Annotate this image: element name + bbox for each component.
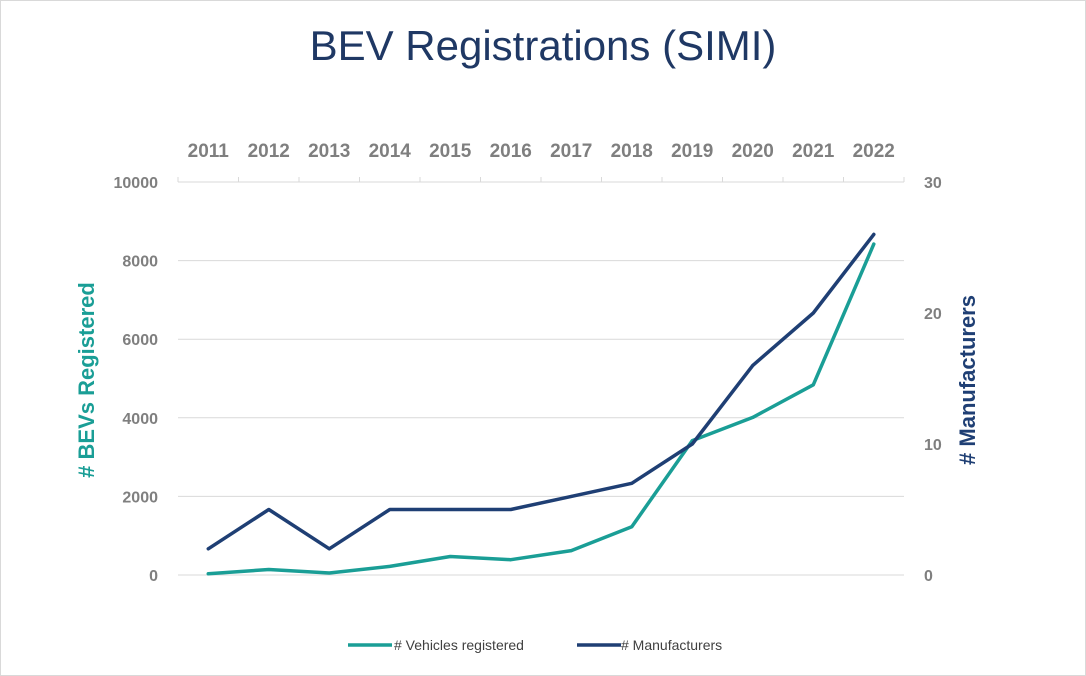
data-point bbox=[569, 549, 573, 553]
y-right-tick-label: 0 bbox=[924, 568, 933, 585]
y-right-tick-label: 30 bbox=[924, 175, 942, 192]
y-left-tick-label: 0 bbox=[149, 568, 158, 585]
x-tick-label: 2012 bbox=[248, 141, 290, 162]
x-tick-label: 2017 bbox=[550, 141, 592, 162]
x-tick-label: 2022 bbox=[853, 141, 895, 162]
y-left-tick-label: 6000 bbox=[122, 332, 158, 349]
data-point bbox=[630, 481, 634, 485]
data-point bbox=[388, 564, 392, 568]
data-point bbox=[630, 525, 634, 529]
y-left-axis-label: # BEVs Registered bbox=[74, 282, 99, 478]
data-point bbox=[267, 567, 271, 571]
y-left-tick-label: 10000 bbox=[114, 175, 159, 192]
y-right-tick-label: 10 bbox=[924, 437, 942, 454]
data-point bbox=[448, 555, 452, 559]
x-tick-label: 2014 bbox=[369, 141, 412, 162]
x-tick-label: 2013 bbox=[308, 141, 350, 162]
y-right-tick-label: 20 bbox=[924, 306, 942, 323]
manufacturers-series-line bbox=[206, 232, 876, 551]
data-point bbox=[690, 442, 694, 446]
data-point bbox=[267, 508, 271, 511]
x-tick-label: 2016 bbox=[490, 141, 532, 162]
data-point bbox=[448, 508, 452, 511]
data-point bbox=[811, 383, 815, 387]
y-left-tick-label: 8000 bbox=[122, 254, 158, 271]
x-tick-label: 2011 bbox=[188, 141, 230, 162]
x-tick-label: 2020 bbox=[732, 141, 774, 162]
data-point bbox=[327, 547, 331, 551]
data-point bbox=[569, 494, 573, 498]
legend-label: # Manufacturers bbox=[621, 637, 722, 653]
x-tick-label: 2018 bbox=[611, 141, 653, 162]
data-point bbox=[327, 571, 331, 575]
data-point bbox=[206, 572, 210, 576]
data-point bbox=[509, 558, 513, 562]
data-point bbox=[388, 508, 392, 511]
data-point bbox=[206, 547, 210, 551]
x-tick-label: 2015 bbox=[429, 141, 472, 162]
legend-label: # Vehicles registered bbox=[394, 637, 524, 653]
y-right-axis-label: # Manufacturers bbox=[955, 295, 980, 465]
y-left-tick-label: 4000 bbox=[122, 411, 158, 428]
data-point bbox=[751, 415, 755, 419]
data-point bbox=[811, 311, 815, 315]
x-tick-label: 2021 bbox=[792, 141, 835, 162]
data-point bbox=[872, 242, 876, 246]
data-point bbox=[751, 363, 755, 367]
vehicles-series-line bbox=[206, 242, 876, 576]
y-left-tick-label: 2000 bbox=[122, 489, 158, 506]
data-point bbox=[872, 232, 876, 236]
x-tick-label: 2019 bbox=[671, 141, 713, 162]
data-point bbox=[509, 508, 513, 511]
chart-title: BEV Registrations (SIMI) bbox=[309, 22, 777, 69]
